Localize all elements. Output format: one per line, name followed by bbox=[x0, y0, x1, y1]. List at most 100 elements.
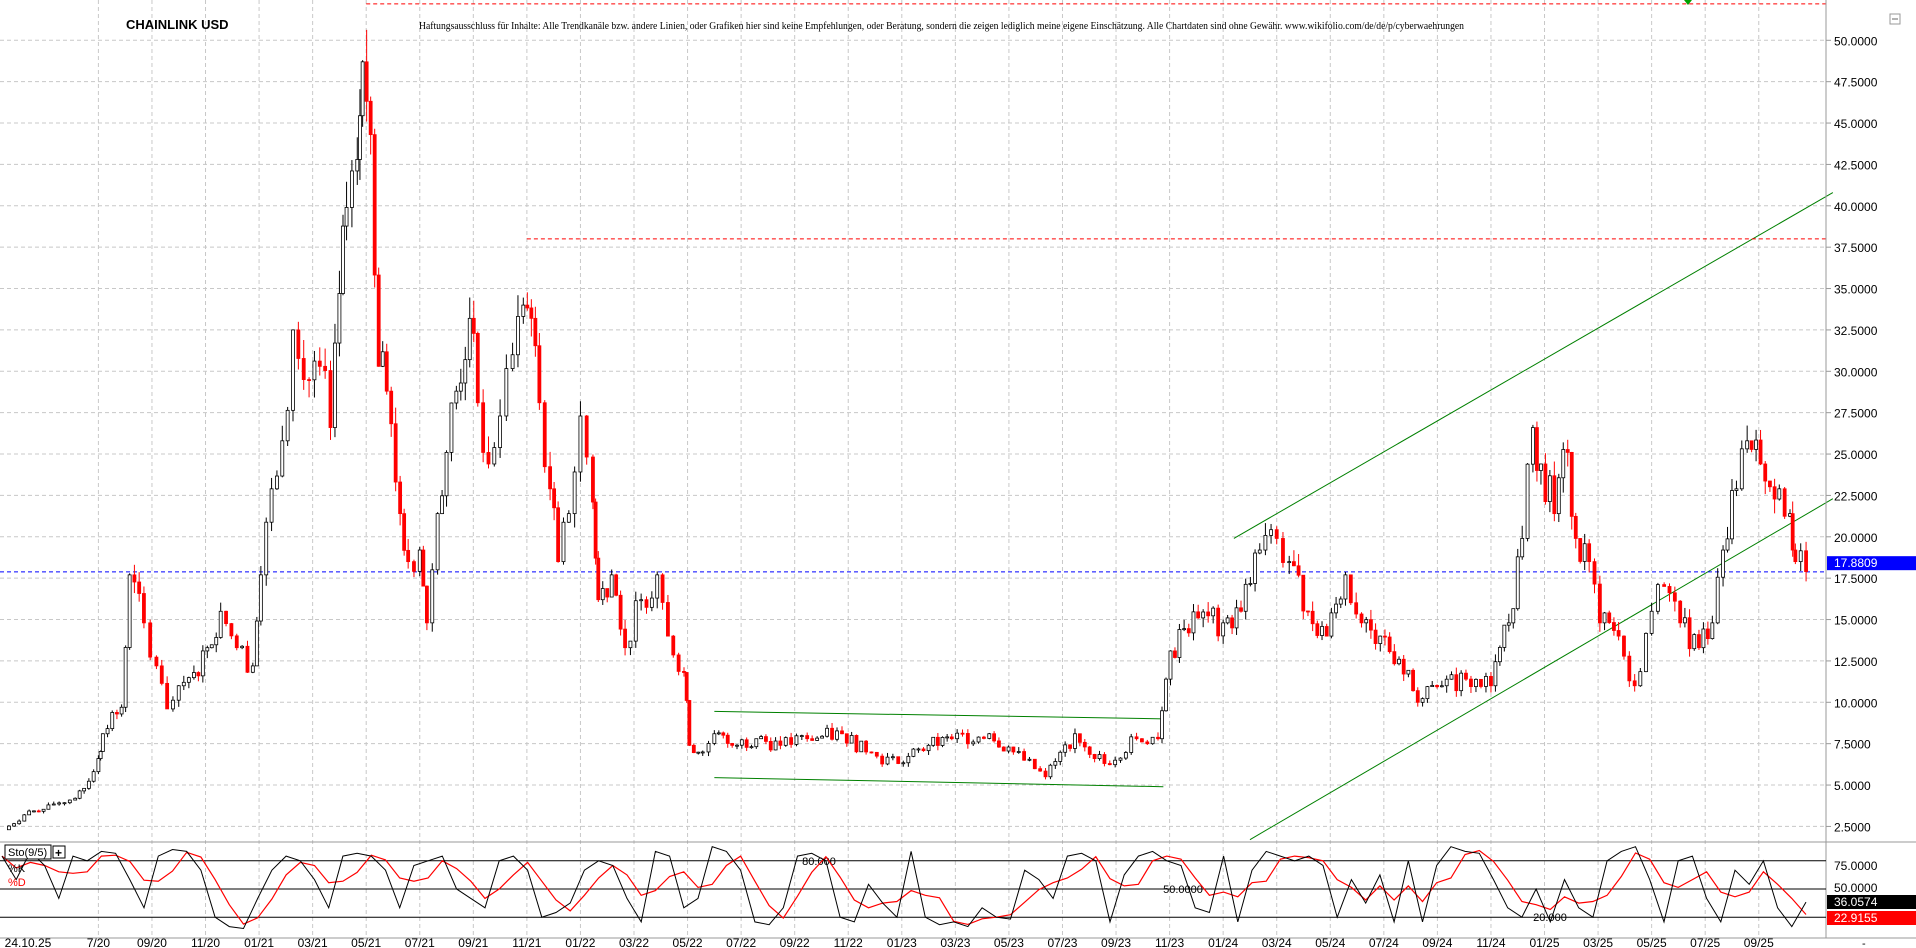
candle-bearish bbox=[1768, 480, 1772, 488]
candle-bearish bbox=[721, 732, 726, 736]
candle-bullish bbox=[1225, 617, 1230, 624]
candle-bearish bbox=[1022, 751, 1026, 761]
candle-bearish bbox=[1274, 529, 1279, 539]
candle-bullish bbox=[1221, 622, 1226, 637]
minus-icon[interactable]: - bbox=[1862, 938, 1866, 948]
candle-bearish bbox=[618, 594, 623, 630]
d-value-box bbox=[1827, 911, 1916, 925]
candle-bullish bbox=[578, 415, 583, 473]
candle-bearish bbox=[874, 751, 879, 757]
price-axis[interactable]: 50.0000 47.5000 45.0000 42.5000 40.0000 37.50… bbox=[1826, 34, 1878, 834]
range-upper-line bbox=[714, 710, 1164, 720]
trend-lower-line bbox=[1249, 498, 1834, 841]
candle-bearish bbox=[869, 751, 874, 754]
candle-bearish bbox=[935, 736, 940, 746]
candle-bullish bbox=[1378, 635, 1383, 644]
candle-bearish bbox=[384, 351, 389, 392]
candle-bullish bbox=[1118, 757, 1123, 761]
candle-bullish bbox=[380, 351, 385, 367]
candle-bullish bbox=[127, 574, 132, 648]
candle-bearish bbox=[1758, 439, 1763, 465]
candle-bullish bbox=[911, 748, 916, 757]
candle-bearish bbox=[1173, 650, 1177, 658]
candle-bearish bbox=[605, 588, 610, 598]
candle-bearish bbox=[486, 452, 491, 465]
candle-bearish bbox=[372, 134, 377, 276]
candle-bullish bbox=[1343, 574, 1348, 600]
candle-bullish bbox=[463, 359, 468, 384]
candle-bullish bbox=[901, 762, 906, 765]
candle-bullish bbox=[492, 447, 497, 465]
candle-bearish bbox=[412, 561, 416, 572]
candle-bearish bbox=[1196, 611, 1201, 619]
price-tick-label: 50.0000 bbox=[1834, 34, 1878, 48]
candle-bullish bbox=[1234, 607, 1239, 629]
candle-bullish bbox=[1497, 647, 1502, 663]
d-value-label: 22.9155 bbox=[1834, 911, 1878, 925]
candle-bullish bbox=[209, 644, 214, 649]
candle-bullish bbox=[1063, 744, 1068, 753]
candle-bullish bbox=[885, 756, 890, 765]
candle-bearish bbox=[682, 671, 686, 673]
candle-bearish bbox=[1411, 669, 1415, 692]
candle-bullish bbox=[1730, 490, 1734, 540]
date-tick-label: 03/22 bbox=[619, 936, 649, 948]
candle-bullish bbox=[1638, 671, 1643, 687]
date-axis[interactable]: 24.10.25 7/20 09/20 11/20 01/21 03/21 05/21 07/… bbox=[5, 936, 1774, 948]
candle-bearish bbox=[949, 736, 954, 740]
candle-bullish bbox=[1164, 678, 1168, 712]
candle-bullish bbox=[205, 647, 210, 652]
candle-bullish bbox=[96, 758, 101, 773]
candle-bullish bbox=[77, 790, 82, 799]
candle-bearish bbox=[1156, 736, 1160, 740]
candle-bearish bbox=[1038, 768, 1043, 772]
candle-bullish bbox=[1715, 576, 1720, 624]
candle-bullish bbox=[86, 780, 91, 789]
candle-bullish bbox=[1211, 607, 1216, 617]
candle-bullish bbox=[1430, 685, 1435, 688]
date-tick-label: 09/25 bbox=[1744, 936, 1774, 948]
candle-bearish bbox=[1107, 763, 1112, 766]
candle-bearish bbox=[533, 317, 538, 347]
date-tick-label: 05/23 bbox=[994, 936, 1024, 948]
candle-bullish bbox=[700, 751, 705, 754]
candle-bullish bbox=[1655, 584, 1660, 612]
date-tick-label: 01/23 bbox=[887, 936, 917, 948]
candle-bullish bbox=[100, 733, 105, 752]
candle-bullish bbox=[1484, 676, 1488, 687]
stochastic-label-box[interactable] bbox=[4, 844, 52, 860]
candle-bullish bbox=[1129, 736, 1134, 753]
candle-bullish bbox=[1113, 759, 1118, 766]
candle-bearish bbox=[810, 738, 815, 741]
drawn-lines bbox=[0, 3, 1834, 841]
candle-bullish bbox=[435, 513, 440, 571]
candle-bearish bbox=[1281, 538, 1285, 563]
candle-bullish bbox=[759, 736, 764, 740]
candle-bullish bbox=[1721, 549, 1725, 578]
candle-bullish bbox=[1725, 538, 1730, 551]
candle-bearish bbox=[584, 415, 589, 458]
stochastic-legend[interactable]: Sto(9/5) + %K %D bbox=[4, 844, 66, 889]
candle-bullish bbox=[849, 735, 854, 744]
date-tick-label: 09/20 bbox=[137, 936, 167, 948]
candle-bearish bbox=[1082, 741, 1087, 748]
candle-bullish bbox=[1425, 686, 1430, 700]
date-tick-label: 11/24 bbox=[1476, 936, 1505, 948]
candle-bullish bbox=[46, 804, 51, 810]
candle-bullish bbox=[82, 787, 87, 792]
candle-bearish bbox=[475, 332, 480, 404]
candle-bullish bbox=[360, 61, 365, 117]
candle-bullish bbox=[218, 610, 223, 638]
candle-bullish bbox=[258, 574, 263, 622]
candle-bullish bbox=[1257, 549, 1262, 554]
candle-bearish bbox=[234, 635, 239, 649]
date-tick-label: 7/20 bbox=[87, 936, 111, 948]
candle-bullish bbox=[971, 741, 976, 745]
candle-bearish bbox=[1687, 617, 1692, 650]
add-indicator-button[interactable] bbox=[52, 845, 66, 859]
candle-bearish bbox=[1632, 680, 1637, 687]
candle-bearish bbox=[529, 307, 534, 319]
candle-bearish bbox=[764, 736, 768, 742]
candle-bullish bbox=[440, 495, 444, 515]
